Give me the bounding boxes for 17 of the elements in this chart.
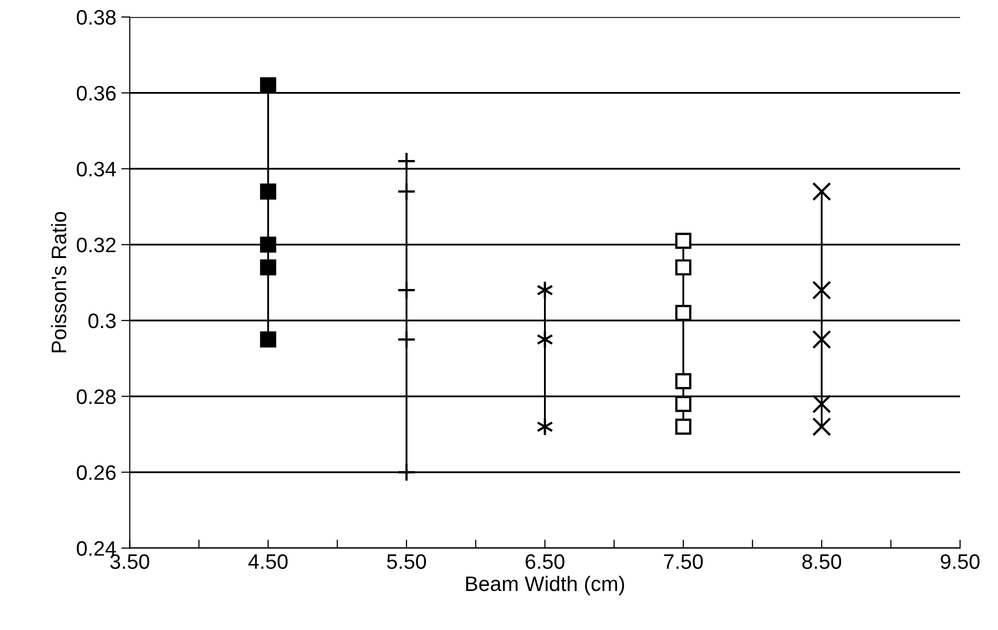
x-tick-label: 9.50 xyxy=(940,554,980,569)
x-tick-label: 5.50 xyxy=(387,554,426,569)
x-axis-title: Beam Width (cm) xyxy=(466,576,624,596)
y-tick-label: 0.3 xyxy=(88,313,116,328)
x-tick-label: 3.50 xyxy=(110,554,150,569)
y-axis-title: Poisson's Ratio xyxy=(51,212,66,352)
x-tick-label: 8.50 xyxy=(802,554,842,569)
x-tick-label: 6.50 xyxy=(526,554,564,569)
y-tick-label: 0.28 xyxy=(76,389,116,404)
y-tick-label: 0.32 xyxy=(76,238,116,252)
y-tick-label: 0.34 xyxy=(76,162,116,177)
x-tick-label: 4.50 xyxy=(248,554,288,569)
y-tick-label: 0.36 xyxy=(76,86,116,101)
y-tick-label: 0.38 xyxy=(76,10,116,25)
y-tick-label: 0.26 xyxy=(76,465,116,480)
x-tick-label: 7.50 xyxy=(664,554,703,569)
y-tick-label: 0.24 xyxy=(76,541,116,556)
